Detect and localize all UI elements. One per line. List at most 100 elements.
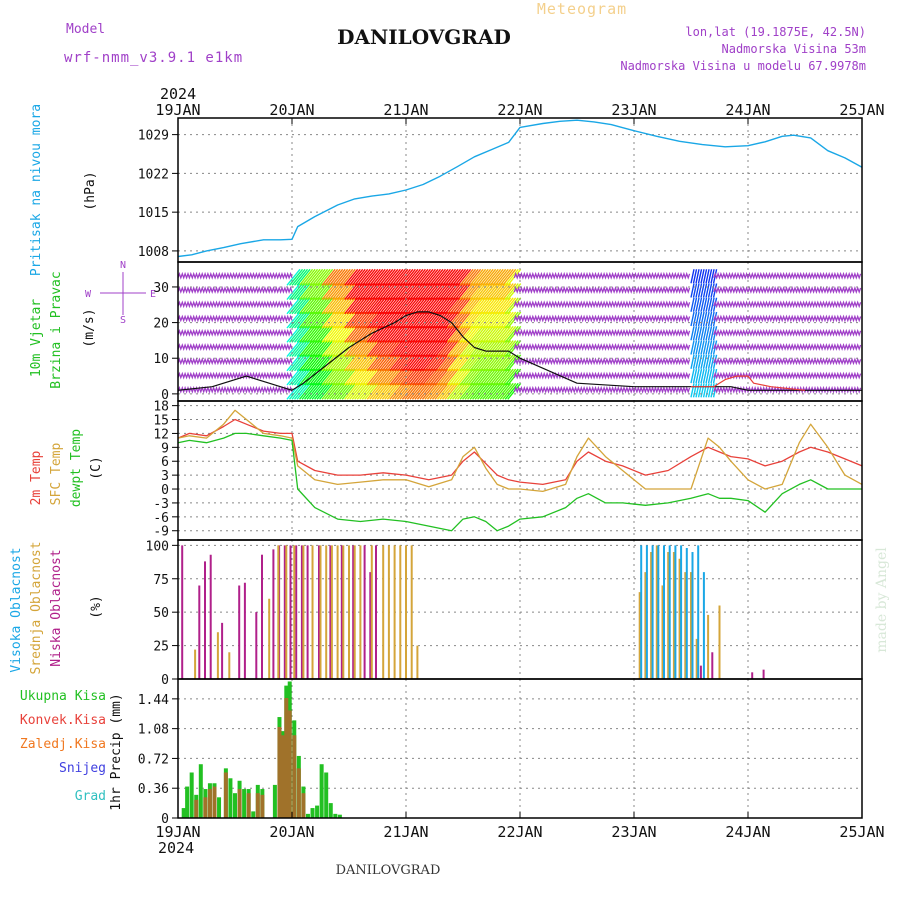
wind-barb-strong (444, 354, 459, 372)
wind-barb-strong (712, 311, 718, 327)
wind-barb-strong (361, 268, 376, 286)
precip-bar (203, 797, 208, 818)
wind-barb-strong (692, 269, 698, 284)
wind-barb-strong (494, 311, 509, 329)
wind-barb-strong (379, 368, 394, 386)
wind-barb-strong (339, 325, 354, 343)
wind-barb-strong (479, 368, 494, 386)
wind-barb-strong (504, 311, 519, 329)
wind-barb-strong (695, 354, 700, 369)
wind-barb-strong (356, 382, 371, 400)
wind-barb-strong (416, 297, 431, 315)
wind-barb-strong (477, 382, 492, 400)
y-tick-label: 1022 (138, 167, 169, 182)
wind-barb-strong (497, 297, 512, 315)
wind-barb-strong (354, 297, 369, 315)
wind-barb-strong (389, 297, 404, 315)
wind-barb-strong (487, 268, 502, 286)
wind-barb-strong (489, 283, 504, 300)
wind-barb-strong (354, 354, 369, 372)
wind-barb-strong (314, 311, 329, 329)
wind-barb-strong (399, 340, 414, 357)
wind-barb-strong (314, 340, 329, 357)
wind-barb-strong (349, 297, 364, 315)
wind-barb-strong (329, 297, 344, 315)
wind-barb-strong (492, 268, 507, 286)
wind-barb-row (177, 286, 293, 294)
precip-bar (189, 772, 194, 818)
wind-barb-strong (324, 297, 339, 315)
wind-barb-strong (690, 340, 695, 355)
wind-barb-strong (482, 283, 497, 300)
wind-barb-strong (695, 311, 700, 327)
wind-barb-strong (349, 382, 364, 400)
wind-barb-strong (366, 368, 381, 386)
wind-barb-strong (319, 382, 334, 400)
precip-bar (272, 784, 277, 818)
wind-barb-strong (324, 325, 339, 343)
precip-bar (246, 793, 251, 818)
wind-gust-line (691, 375, 806, 391)
wind-barb-strong (454, 368, 469, 386)
wind-barb-strong (469, 311, 484, 329)
wind-barb-strong (436, 382, 452, 400)
pressure-unit-label: (hPa) (83, 171, 98, 210)
wind-barb-strong (710, 297, 715, 312)
wind-barb-strong (311, 268, 326, 286)
wind-barb-strong (344, 297, 359, 315)
wind-barb-strong (426, 368, 441, 386)
wind-barb-strong (346, 283, 361, 300)
x-tick-label-top: 21JAN (383, 101, 428, 119)
wind-barb-strong (311, 311, 326, 329)
wind-barb-strong (346, 354, 361, 372)
wind-barb-strong (421, 325, 436, 343)
wind-barb-strong (316, 268, 331, 286)
wind-barb-strong (479, 311, 494, 329)
wind-barb-strong (386, 354, 401, 372)
wind-barb-strong (324, 382, 339, 400)
precip-bar (228, 778, 233, 818)
wind-barb-strong (361, 368, 376, 386)
y-tick-label: -6 (153, 511, 169, 526)
wind-barb-strong (309, 268, 324, 286)
wind-barb-strong (494, 268, 509, 286)
wind-barb-strong (695, 340, 700, 355)
wind-barb-strong (359, 297, 374, 315)
wind-barb-strong (426, 354, 441, 372)
pressure-line (177, 119, 863, 258)
wind-barb-strong (710, 340, 715, 355)
wind-barb-strong (474, 283, 489, 300)
wind-barb-strong (454, 283, 469, 300)
wind-barb-strong (309, 340, 324, 357)
wind-barb-strong (414, 340, 429, 357)
wind-barb-strong (391, 325, 406, 343)
wind-barb-row (513, 328, 691, 337)
wind-barb-strong (326, 382, 341, 400)
wind-barb-strong (366, 268, 381, 286)
wind-barb-strong (695, 269, 700, 284)
wind-barb-strong (304, 283, 319, 300)
wind-barb-strong (454, 382, 469, 400)
wind-barb-strong (296, 354, 311, 372)
wind-barb-strong (502, 268, 517, 286)
wind-barb-strong (416, 354, 431, 372)
wind-barb-strong (487, 283, 502, 300)
wind-barb-strong (421, 382, 436, 400)
legend-snow: Snijeg (59, 761, 106, 776)
wind-barb-strong (319, 368, 334, 386)
compass-e: E (150, 289, 156, 300)
wind-barb-strong (361, 382, 376, 400)
wind-barb-strong (381, 268, 396, 286)
wind-barb-strong (296, 297, 311, 315)
wind-barb-strong (311, 354, 326, 372)
wind-barb-strong (386, 297, 401, 315)
wind-barb-strong (504, 340, 519, 357)
wind-barb-strong (449, 368, 464, 386)
wind-barb-strong (306, 283, 321, 300)
wind-barb-strong (449, 268, 464, 286)
wind-barb-row (177, 328, 293, 337)
wind-barb-strong (379, 283, 394, 300)
wind-barb-strong (291, 283, 306, 300)
wind-barb-strong (411, 325, 426, 343)
wind-barb-strong (399, 382, 414, 400)
